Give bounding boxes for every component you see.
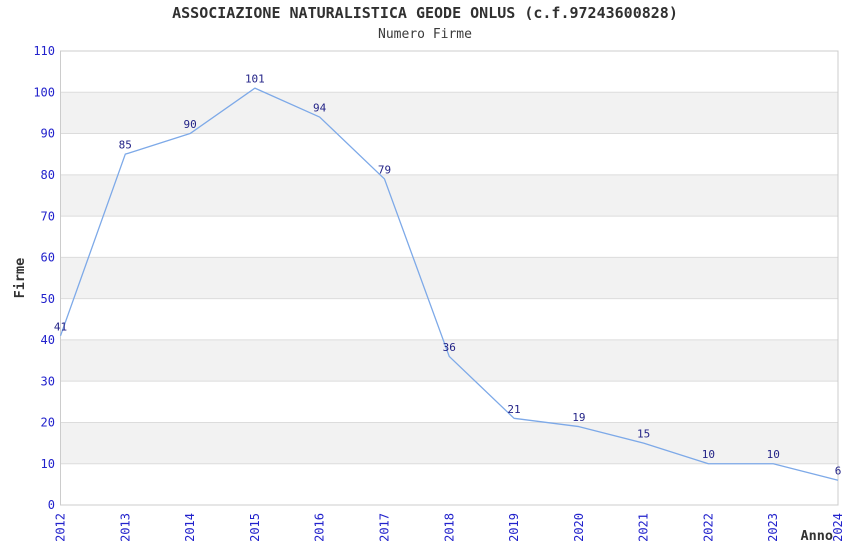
data-label: 19 bbox=[572, 411, 585, 424]
plot-border bbox=[60, 50, 839, 506]
y-tick-label: 30 bbox=[41, 374, 55, 388]
data-label: 90 bbox=[183, 118, 196, 131]
y-tick-label: 70 bbox=[41, 209, 55, 223]
x-tick-label: 2022 bbox=[701, 513, 715, 542]
x-tick-label: 2014 bbox=[183, 513, 197, 542]
y-tick-label: 50 bbox=[41, 292, 55, 306]
x-tick-label: 2017 bbox=[377, 513, 391, 542]
alt-band bbox=[60, 257, 838, 299]
y-tick-label: 40 bbox=[41, 333, 55, 347]
data-label: 41 bbox=[54, 320, 67, 333]
y-tick-label: 20 bbox=[41, 416, 55, 430]
x-tick-label: 2020 bbox=[572, 513, 586, 542]
y-tick-label: 0 bbox=[48, 498, 55, 512]
data-label: 85 bbox=[119, 139, 132, 152]
y-tick-label: 110 bbox=[33, 44, 55, 58]
data-label: 21 bbox=[507, 403, 520, 416]
alt-band bbox=[60, 92, 838, 134]
y-tick-label: 10 bbox=[41, 457, 55, 471]
data-label: 10 bbox=[767, 448, 780, 461]
y-tick-label: 90 bbox=[41, 127, 55, 141]
y-tick-label: 60 bbox=[41, 251, 55, 265]
x-tick-label: 2021 bbox=[637, 513, 651, 542]
alt-band bbox=[60, 174, 838, 217]
x-tick-label: 2013 bbox=[118, 513, 132, 542]
x-tick-label: 2012 bbox=[54, 513, 68, 542]
data-label: 94 bbox=[313, 102, 327, 115]
data-label: 101 bbox=[245, 73, 265, 86]
y-axis-title: Firme bbox=[12, 258, 28, 299]
data-label: 6 bbox=[835, 465, 842, 478]
x-tick-label: 2016 bbox=[313, 513, 327, 542]
x-tick-label: 2023 bbox=[766, 513, 780, 542]
chart-subtitle: Numero Firme bbox=[378, 27, 472, 42]
chart-title: ASSOCIAZIONE NATURALISTICA GEODE ONLUS (… bbox=[172, 4, 678, 22]
data-label: 10 bbox=[702, 448, 715, 461]
x-axis-title: Anno bbox=[800, 528, 833, 544]
x-tick-label: 2015 bbox=[248, 513, 262, 542]
data-line bbox=[59, 87, 839, 481]
data-label: 15 bbox=[637, 428, 650, 441]
x-tick-label: 2018 bbox=[442, 513, 456, 542]
alt-band bbox=[60, 422, 838, 464]
data-label: 79 bbox=[378, 163, 391, 176]
x-tick-label: 2024 bbox=[831, 513, 845, 542]
y-tick-label: 80 bbox=[41, 168, 55, 182]
data-label: 36 bbox=[443, 341, 456, 354]
y-tick-label: 100 bbox=[33, 85, 55, 99]
x-tick-label: 2019 bbox=[507, 513, 521, 542]
alt-band bbox=[60, 339, 838, 382]
